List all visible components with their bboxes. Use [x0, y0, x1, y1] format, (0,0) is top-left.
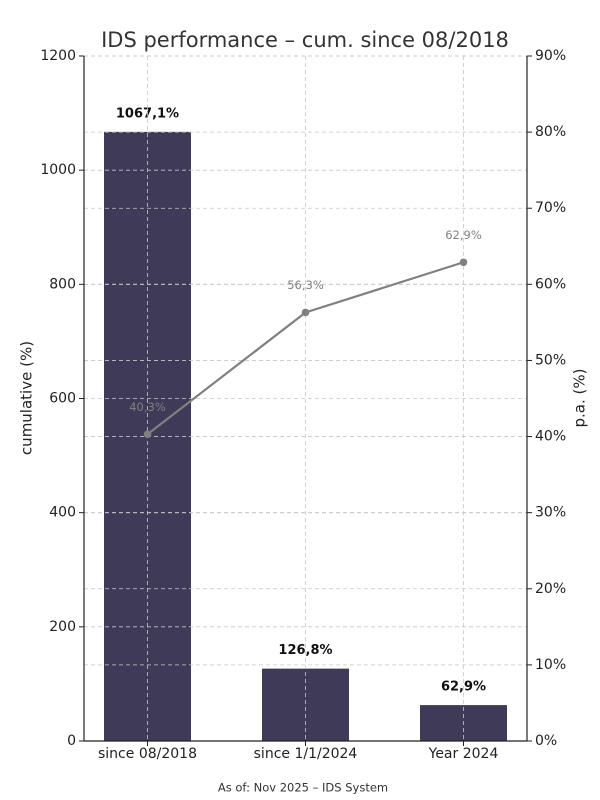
y2-tick-label: 20%: [535, 581, 566, 597]
x-tick-label: Year 2024: [428, 746, 499, 762]
footer: As of: Nov 2025 – IDS System: [218, 781, 388, 795]
line-value-label: 40,3%: [129, 400, 166, 414]
y2-tick-label: 0%: [535, 733, 557, 749]
y2-tick-label: 60%: [535, 276, 566, 292]
x-tick-label: since 08/2018: [98, 746, 197, 762]
line-value-label: 62,9%: [445, 228, 482, 242]
y-tick-label: 800: [49, 276, 76, 292]
y2-tick-label: 80%: [535, 124, 566, 140]
line-point: [301, 308, 310, 317]
y-axis-label: cumulative (%): [18, 341, 36, 455]
y2-axis-label: p.a. (%): [571, 369, 589, 428]
line-point: [143, 430, 152, 439]
y-tick-label: 1200: [40, 48, 76, 64]
y2-tick-label: 50%: [535, 352, 566, 368]
bar-value-label: 126,8%: [278, 643, 332, 658]
y-tick-label: 1000: [40, 162, 76, 178]
y2-tick-label: 70%: [535, 200, 566, 216]
y2-tick-label: 30%: [535, 505, 566, 521]
y-tick-label: 600: [49, 391, 76, 407]
y2-tick-label: 90%: [535, 48, 566, 64]
x-tick-label: since 1/1/2024: [254, 746, 358, 762]
y2-tick-label: 40%: [535, 429, 566, 445]
y-tick-label: 400: [49, 505, 76, 521]
y2-tick-label: 10%: [535, 657, 566, 673]
chart-title: IDS performance – cum. since 08/2018: [101, 28, 509, 52]
line-point: [459, 258, 468, 267]
y-tick-label: 0: [67, 733, 76, 749]
line-value-label: 56,3%: [287, 278, 324, 292]
y-tick-label: 200: [49, 619, 76, 635]
